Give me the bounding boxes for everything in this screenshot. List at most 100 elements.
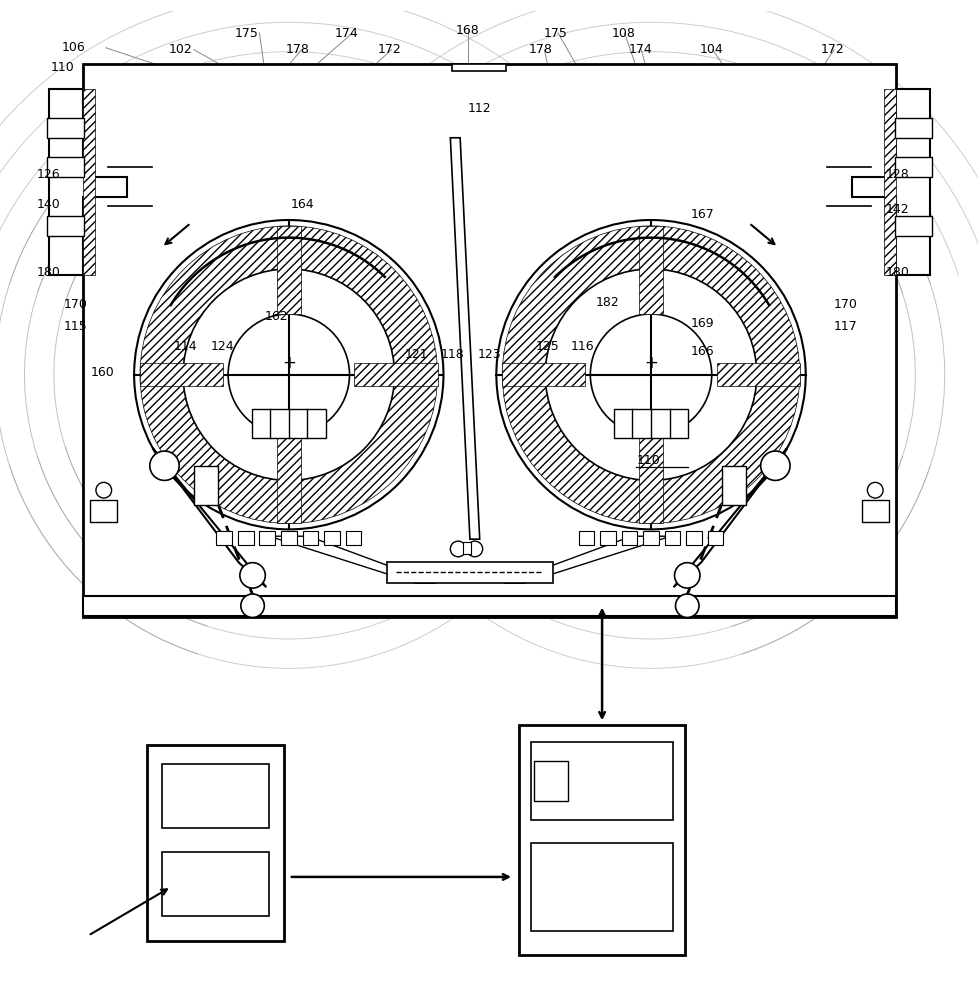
Bar xyxy=(613,409,688,438)
Bar xyxy=(639,226,662,314)
Polygon shape xyxy=(269,536,435,583)
Bar xyxy=(238,531,253,545)
Bar xyxy=(883,89,895,275)
Text: 170: 170 xyxy=(833,298,857,311)
Text: 110: 110 xyxy=(51,61,74,74)
Text: 174: 174 xyxy=(334,27,358,40)
Bar xyxy=(354,363,437,386)
Text: 124: 124 xyxy=(210,340,234,353)
Text: 167: 167 xyxy=(689,208,713,221)
Bar xyxy=(281,531,296,545)
Circle shape xyxy=(183,269,394,480)
Bar xyxy=(721,466,745,505)
Bar xyxy=(686,531,701,545)
Bar xyxy=(47,118,84,138)
Text: 110: 110 xyxy=(636,454,659,467)
Text: 116: 116 xyxy=(570,340,594,353)
Text: 140: 140 xyxy=(36,198,60,211)
Polygon shape xyxy=(49,89,127,275)
Bar xyxy=(345,531,361,545)
Polygon shape xyxy=(153,448,266,587)
Bar xyxy=(894,157,931,177)
Text: 168: 168 xyxy=(455,24,478,37)
Polygon shape xyxy=(504,536,670,583)
Bar xyxy=(664,531,680,545)
Bar xyxy=(259,531,275,545)
Circle shape xyxy=(140,226,437,523)
Text: 178: 178 xyxy=(286,43,309,56)
Bar xyxy=(47,157,84,177)
Bar xyxy=(530,843,672,931)
Text: 126: 126 xyxy=(36,168,60,181)
Bar xyxy=(90,500,117,522)
Bar xyxy=(621,531,637,545)
Bar xyxy=(530,742,672,820)
Bar xyxy=(463,542,470,554)
Text: 162: 162 xyxy=(264,310,288,323)
Circle shape xyxy=(496,220,805,529)
Text: 166: 166 xyxy=(689,345,713,358)
Text: 108: 108 xyxy=(611,27,635,40)
Bar xyxy=(251,409,326,438)
Bar xyxy=(83,89,95,275)
Text: 123: 123 xyxy=(477,348,501,361)
Text: 175: 175 xyxy=(235,27,258,40)
Bar xyxy=(643,531,658,545)
Circle shape xyxy=(502,226,799,523)
Circle shape xyxy=(867,482,882,498)
Bar xyxy=(386,562,553,583)
Bar xyxy=(452,64,506,71)
Bar xyxy=(894,216,931,236)
Bar xyxy=(716,363,799,386)
Bar xyxy=(707,531,723,545)
Text: 142: 142 xyxy=(885,203,909,216)
Text: 128: 128 xyxy=(885,168,909,181)
Bar xyxy=(578,531,594,545)
Circle shape xyxy=(241,594,264,617)
Circle shape xyxy=(545,269,756,480)
Bar xyxy=(502,363,585,386)
Text: 182: 182 xyxy=(595,296,618,309)
Text: 178: 178 xyxy=(528,43,552,56)
Text: 118: 118 xyxy=(440,348,464,361)
Bar xyxy=(83,596,895,616)
Text: 125: 125 xyxy=(535,340,558,353)
Bar xyxy=(277,226,300,314)
Bar xyxy=(161,852,269,916)
Circle shape xyxy=(240,563,265,588)
Text: 172: 172 xyxy=(378,43,401,56)
Text: 114: 114 xyxy=(173,340,197,353)
Polygon shape xyxy=(851,89,929,275)
Polygon shape xyxy=(673,448,786,587)
Text: 115: 115 xyxy=(64,320,87,333)
Bar xyxy=(194,466,218,505)
Polygon shape xyxy=(450,138,479,539)
Text: 180: 180 xyxy=(36,266,60,279)
Text: 104: 104 xyxy=(699,43,723,56)
Text: 112: 112 xyxy=(467,102,491,115)
Text: 102: 102 xyxy=(168,43,192,56)
Circle shape xyxy=(590,314,711,435)
Text: 180: 180 xyxy=(885,266,909,279)
Bar xyxy=(83,64,895,617)
Text: +: + xyxy=(282,354,295,372)
Bar xyxy=(302,531,318,545)
Circle shape xyxy=(675,594,698,617)
Bar xyxy=(639,435,662,523)
Bar xyxy=(518,725,685,955)
Text: 172: 172 xyxy=(820,43,843,56)
Text: 175: 175 xyxy=(543,27,566,40)
Bar xyxy=(894,118,931,138)
Circle shape xyxy=(674,563,699,588)
Bar xyxy=(216,531,232,545)
Text: 169: 169 xyxy=(689,317,713,330)
Circle shape xyxy=(96,482,111,498)
Circle shape xyxy=(760,451,789,480)
Text: 170: 170 xyxy=(64,298,87,311)
Bar xyxy=(161,764,269,828)
Text: 174: 174 xyxy=(628,43,651,56)
Circle shape xyxy=(228,314,349,435)
Bar xyxy=(140,363,223,386)
Text: +: + xyxy=(644,354,657,372)
Text: 121: 121 xyxy=(404,348,427,361)
